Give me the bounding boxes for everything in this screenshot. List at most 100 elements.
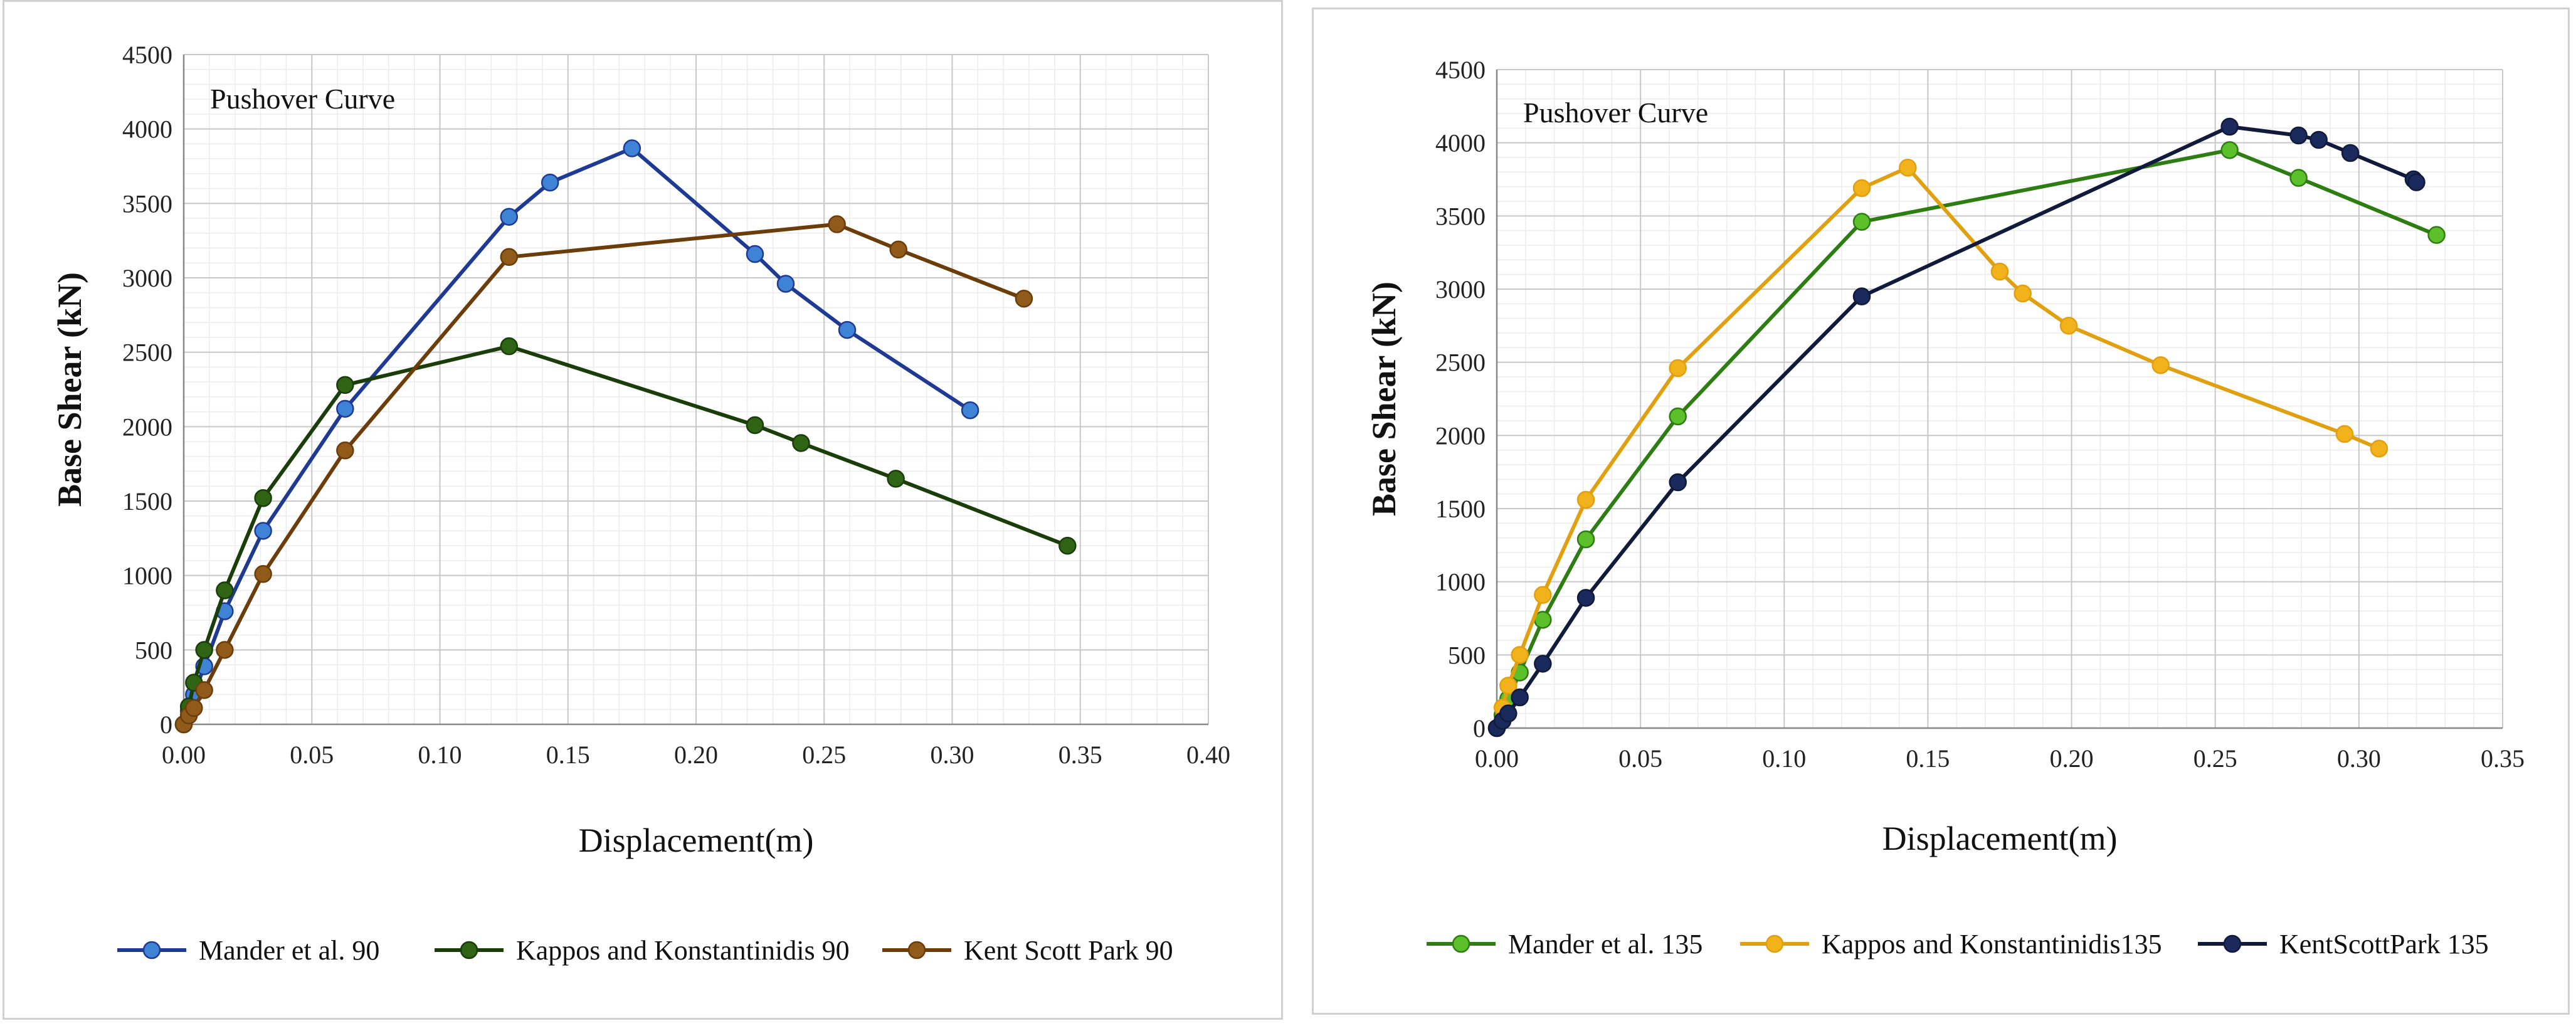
y-tick-label: 2500 [122, 339, 172, 367]
data-point [254, 565, 272, 583]
series-3-90 [174, 215, 1033, 734]
data-point [2370, 440, 2389, 458]
data-point [1534, 586, 1552, 604]
series-line [182, 344, 1069, 725]
legend-label: Kappos and Konstantinidis 90 [516, 935, 850, 966]
data-point [1899, 159, 1917, 177]
pushover-chart-135: 0 500 1000 1500 2000 2500 3000 3500 4000 4500 0.00… [1365, 56, 2525, 960]
legend-marker [1452, 934, 1470, 953]
data-point [1669, 473, 1687, 492]
data-point [623, 139, 641, 157]
y-tick-label: 3500 [122, 189, 172, 218]
series-2-135 [1487, 159, 2389, 738]
legend: Mander et al. 90 Kappos and Konstantinidi… [117, 935, 1173, 966]
data-point [961, 401, 979, 420]
data-point [500, 208, 519, 226]
chart-title: Pushover Curve [1523, 97, 1708, 129]
data-point [2220, 117, 2239, 136]
data-point [2220, 141, 2239, 159]
y-tick-label: 1500 [1435, 495, 1486, 523]
legend: Mander et al. 135 Kappos and Konstantinid… [1427, 929, 2489, 960]
y-tick-label: 2500 [1435, 349, 1486, 377]
x-tick-label: 0.35 [2481, 744, 2525, 773]
y-tick-label: 4000 [1435, 129, 1486, 157]
y-tick-label: 1500 [122, 487, 172, 516]
x-tick-label: 0.20 [674, 741, 718, 769]
x-tick-label: 0.10 [418, 741, 462, 769]
y-tick-label: 1000 [1435, 568, 1486, 596]
y-tick-label: 2000 [122, 413, 172, 441]
data-point [889, 240, 907, 259]
chart-title: Pushover Curve [210, 83, 395, 115]
data-point [336, 441, 354, 460]
data-point [500, 248, 519, 267]
data-point [838, 320, 857, 339]
y-tick-label: 0 [160, 711, 172, 739]
data-point [2341, 144, 2360, 162]
minor-gridlines [1496, 69, 2503, 729]
data-point [828, 215, 846, 233]
x-tick-label: 0.05 [1618, 744, 1662, 773]
x-tick-label: 0.15 [1906, 744, 1950, 773]
legend-marker [2223, 934, 2242, 953]
series-line [1495, 166, 2380, 729]
data-point [2407, 173, 2426, 191]
left-chart-panel: 0 500 1000 1500 2000 2500 3000 3500 4000 4500 0.00… [3, 0, 1283, 1020]
series-3-135 [1487, 117, 2426, 738]
data-point [2309, 130, 2328, 149]
data-point [1852, 287, 1871, 305]
x-tick-label: 0.00 [1475, 744, 1519, 773]
data-point [541, 173, 559, 192]
data-point [1499, 704, 1518, 722]
x-tick-label: 0.35 [1058, 741, 1102, 769]
x-tick-label: 0.40 [1186, 741, 1230, 769]
data-point [1511, 646, 1529, 664]
y-tick-label: 3000 [1435, 275, 1486, 304]
data-point [254, 489, 272, 507]
data-point [216, 581, 234, 600]
data-point [1852, 213, 1871, 231]
data-point [1576, 589, 1595, 607]
y-axis-label: Base Shear (kN) [51, 272, 88, 507]
data-point [2151, 356, 2170, 374]
data-point [1534, 655, 1552, 673]
data-point [1511, 688, 1529, 707]
data-point [2335, 425, 2354, 443]
x-tick-label: 0.05 [290, 741, 334, 769]
x-axis-label: Displacement(m) [579, 822, 814, 859]
data-point [336, 376, 354, 394]
data-point [2289, 169, 2308, 187]
y-tick-label: 4000 [122, 115, 172, 144]
x-tick-label: 0.10 [1762, 744, 1806, 773]
data-point [1499, 677, 1518, 695]
y-tick-label: 2000 [1435, 421, 1486, 450]
data-point [254, 522, 272, 540]
data-point [1669, 407, 1687, 426]
legend-marker [1765, 934, 1784, 953]
legend-label: Kappos and Konstantinidis135 [1822, 929, 2162, 960]
pushover-chart-90: 0 500 1000 1500 2000 2500 3000 3500 4000 4500 0.00… [51, 41, 1230, 966]
legend-label: Kent Scott Park 90 [964, 935, 1173, 966]
legend-marker [460, 941, 478, 960]
data-point [2059, 317, 2078, 335]
legend-marker [907, 941, 926, 960]
data-point [2014, 284, 2032, 303]
data-point [500, 337, 519, 356]
data-point [746, 245, 764, 263]
y-axis-label: Base Shear (kN) [1365, 282, 1403, 516]
data-point [185, 699, 203, 717]
data-point [887, 470, 905, 488]
data-point [1058, 536, 1077, 555]
data-point [216, 641, 234, 659]
x-tick-label: 0.15 [546, 741, 590, 769]
series-line [182, 146, 971, 726]
data-point [1015, 289, 1033, 308]
data-point [746, 416, 764, 435]
x-tick-label: 0.25 [2193, 744, 2237, 773]
data-point [1576, 530, 1595, 549]
x-tick-label: 0.25 [802, 741, 846, 769]
y-tick-label: 4500 [1435, 56, 1486, 84]
data-point [2289, 126, 2308, 145]
data-point [1576, 490, 1595, 509]
x-tick-label: 0.30 [931, 741, 974, 769]
